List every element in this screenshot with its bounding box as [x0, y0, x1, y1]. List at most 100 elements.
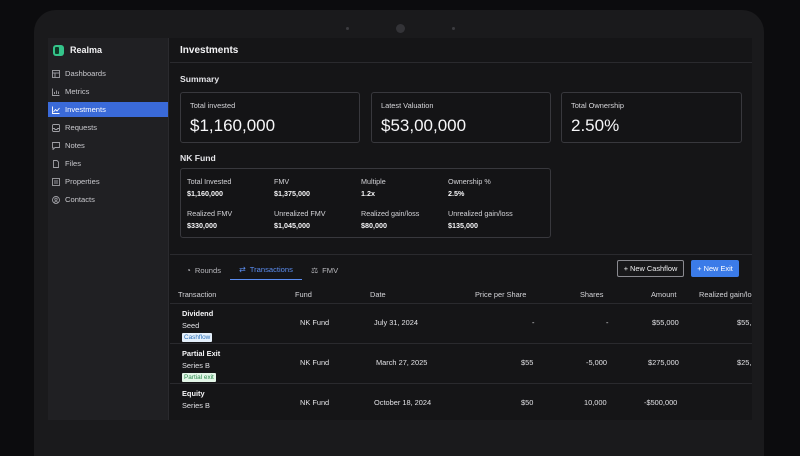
sidebar: Realma Dashboards Metrics Investments Re… [48, 38, 169, 420]
metric-label: Unrealized FMV [274, 209, 326, 218]
fund-metric: Ownership % 2.5% [448, 177, 491, 198]
card-value: $1,160,000 [190, 116, 276, 135]
shares-cell: - [606, 318, 609, 327]
new-exit-button[interactable]: + New Exit [691, 260, 739, 277]
metric-value: $80,000 [361, 221, 387, 230]
sidebar-item-dashboards[interactable]: Dashboards [48, 66, 168, 81]
card-value: 2.50% [571, 116, 620, 135]
trend-icon [52, 106, 60, 114]
amount-cell: -$500,000 [644, 398, 678, 407]
column-header-fund[interactable]: Fund [295, 290, 312, 299]
metric-label: FMV [274, 177, 290, 186]
sidebar-item-notes[interactable]: Notes [48, 138, 168, 153]
sidebar-item-label: Investments [65, 105, 106, 114]
tab-bar: ◔ Rounds ⇄ Transactions ⚖ FMV [177, 260, 347, 280]
metric-label: Multiple [361, 177, 386, 186]
sidebar-item-metrics[interactable]: Metrics [48, 84, 168, 99]
fund-cell: NK Fund [300, 398, 330, 407]
metric-label: Ownership % [448, 177, 491, 186]
page-title: Investments [180, 44, 239, 56]
card-value: $53,00,000 [381, 116, 467, 135]
table-row[interactable]: Dividend Seed Cashflow NK Fund July 31, … [170, 304, 752, 344]
tab-rounds[interactable]: ◔ Rounds [177, 260, 230, 280]
transaction-round: Series B [182, 401, 210, 410]
fund-metric: Total Invested $1,160,000 [187, 177, 231, 198]
metric-label: Unrealized gain/loss [448, 209, 513, 218]
main-content: Investments Summary Total invested $1,16… [170, 38, 752, 420]
column-header-price[interactable]: Price per Share [475, 290, 527, 299]
metric-value: $135,000 [448, 221, 478, 230]
metric-value: 1.2x [361, 189, 375, 198]
date-cell: March 27, 2025 [376, 358, 428, 367]
metric-value: $1,375,000 [274, 189, 310, 198]
realized-cell: $25, [737, 358, 752, 367]
sidebar-item-label: Notes [65, 141, 85, 150]
fund-metric: FMV $1,375,000 [274, 177, 310, 198]
transaction-title: Equity [182, 389, 205, 398]
sidebar-item-label: Properties [65, 177, 100, 186]
transaction-round: Seed [182, 321, 200, 330]
column-header-date[interactable]: Date [370, 290, 386, 299]
summary-card-latest-valuation: Latest Valuation $53,00,000 [371, 92, 551, 143]
sidebar-item-label: Metrics [65, 87, 90, 96]
fund-metric: Unrealized gain/loss $135,000 [448, 209, 513, 230]
tab-transactions[interactable]: ⇄ Transactions [230, 260, 302, 280]
metric-value: 2.5% [448, 189, 465, 198]
summary-card-total-ownership: Total Ownership 2.50% [561, 92, 742, 143]
sensor-dot [346, 27, 349, 30]
fund-cell: NK Fund [300, 318, 330, 327]
column-header-amount[interactable]: Amount [651, 290, 677, 299]
swap-icon: ⇄ [239, 265, 246, 274]
inbox-icon [52, 123, 60, 132]
chart-icon [52, 88, 60, 96]
transaction-title: Partial Exit [182, 349, 221, 358]
file-icon [52, 159, 60, 168]
sidebar-nav: Dashboards Metrics Investments Requests … [48, 66, 168, 207]
metric-label: Total Invested [187, 177, 232, 186]
sidebar-item-investments[interactable]: Investments [48, 102, 168, 117]
shares-cell: -5,000 [586, 358, 607, 367]
date-cell: October 18, 2024 [374, 398, 432, 407]
table-row[interactable]: Equity Series B NK Fund October 18, 2024… [170, 384, 752, 420]
app-screen: Realma Dashboards Metrics Investments Re… [48, 38, 752, 420]
tab-fmv[interactable]: ⚖ FMV [302, 260, 347, 280]
column-header-realized[interactable]: Realized gain/lo [699, 290, 752, 299]
tab-label: Rounds [194, 265, 222, 275]
amount-cell: $55,000 [652, 318, 679, 327]
column-header-transaction[interactable]: Transaction [178, 290, 217, 299]
sidebar-item-label: Dashboards [65, 69, 106, 78]
fund-metric: Realized FMV $330,000 [187, 209, 232, 230]
camera [396, 24, 405, 33]
summary-heading: Summary [180, 74, 220, 84]
realized-cell: $55, [737, 318, 752, 327]
partial-exit-badge: Partial exit [182, 373, 216, 382]
table-header: Transaction Fund Date Price per Share Sh… [170, 284, 752, 304]
fund-cell: NK Fund [300, 358, 330, 367]
transaction-round: Series B [182, 361, 210, 370]
column-header-shares[interactable]: Shares [580, 290, 604, 299]
shares-cell: 10,000 [584, 398, 607, 407]
sidebar-item-properties[interactable]: Properties [48, 174, 168, 189]
transaction-title: Dividend [182, 309, 214, 318]
list-icon [52, 177, 60, 186]
brand[interactable]: Realma [48, 39, 168, 61]
transactions-table: Transaction Fund Date Price per Share Sh… [170, 284, 752, 420]
date-cell: July 31, 2024 [374, 318, 418, 327]
tab-label: FMV [322, 265, 339, 275]
note-icon [52, 141, 60, 150]
price-cell: $55 [521, 358, 534, 367]
tab-label: Transactions [249, 265, 293, 274]
sidebar-item-contacts[interactable]: Contacts [48, 192, 168, 207]
sidebar-item-files[interactable]: Files [48, 156, 168, 171]
amount-cell: $275,000 [648, 358, 679, 367]
sidebar-item-label: Requests [65, 123, 98, 132]
contacts-icon [52, 195, 60, 204]
section-divider [170, 254, 752, 255]
new-cashflow-button[interactable]: + New Cashflow [617, 260, 684, 277]
table-row[interactable]: Partial Exit Series B Partial exit NK Fu… [170, 344, 752, 384]
metric-value: $330,000 [187, 221, 217, 230]
sidebar-item-requests[interactable]: Requests [48, 120, 168, 135]
dashboard-icon [52, 69, 60, 78]
sensor-dot [452, 27, 455, 30]
cashflow-badge: Cashflow [182, 333, 213, 342]
